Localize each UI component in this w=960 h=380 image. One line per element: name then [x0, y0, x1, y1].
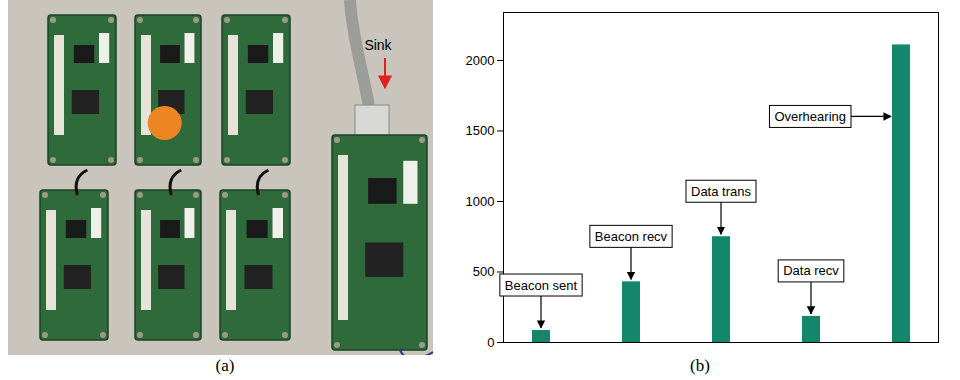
html-text:(a): (a) [215, 356, 235, 375]
svg-text:1500: 1500 [466, 123, 495, 138]
svg-text:0: 0 [487, 335, 494, 350]
svg-text:Beacon sent: Beacon sent [505, 278, 578, 293]
svg-text:Data trans: Data trans [691, 184, 751, 199]
html-text:(b): (b) [690, 356, 710, 375]
svg-text:2000: 2000 [466, 53, 495, 68]
svg-text:1000: 1000 [466, 194, 495, 209]
svg-text:Beacon recv: Beacon recv [595, 229, 668, 244]
svg-text:Sink: Sink [364, 37, 392, 53]
svg-text:Overhearing: Overhearing [774, 109, 846, 124]
svg-text:500: 500 [473, 264, 495, 279]
svg-text:Data recv: Data recv [783, 263, 839, 278]
